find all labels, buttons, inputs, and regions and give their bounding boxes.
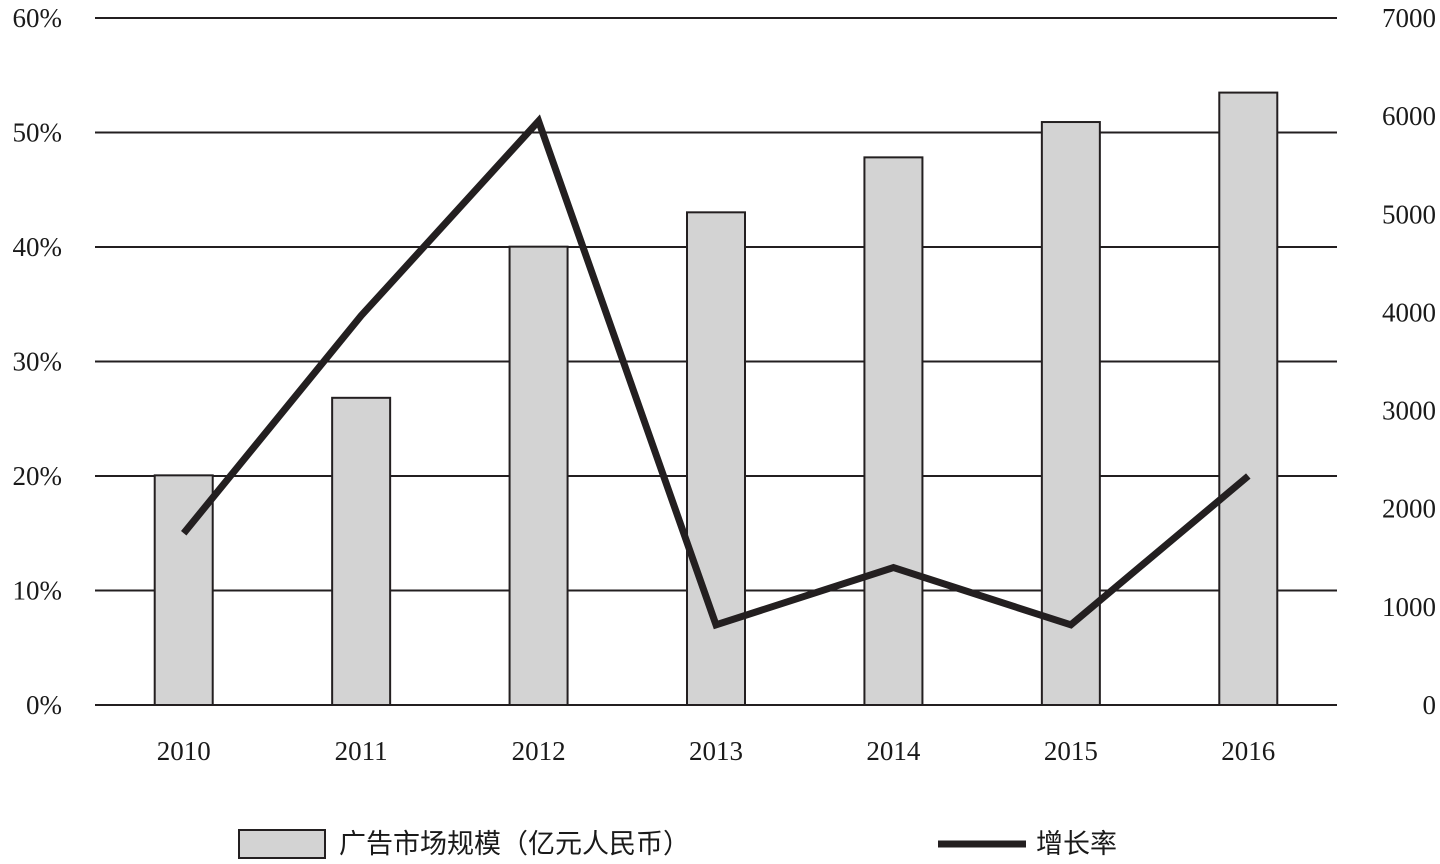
x-tick-label: 2015 xyxy=(1044,736,1098,766)
x-tick-label: 2014 xyxy=(866,736,921,766)
right-tick-label: 6000 xyxy=(1382,101,1436,131)
bar xyxy=(686,211,746,707)
legend-bar-swatch xyxy=(238,829,326,859)
bar xyxy=(508,245,569,706)
bar-series xyxy=(153,91,1279,707)
bar xyxy=(331,396,392,706)
left-tick-label: 50% xyxy=(13,118,63,148)
bar xyxy=(863,156,924,706)
x-tick-label: 2013 xyxy=(689,736,743,766)
left-tick-label: 60% xyxy=(13,3,63,33)
right-y-axis: 0 1000 2000 3000 4000 5000 6000 7000 xyxy=(1382,3,1436,720)
x-tick-label: 2016 xyxy=(1221,736,1275,766)
right-tick-label: 0 xyxy=(1423,690,1437,720)
left-tick-label: 10% xyxy=(13,576,63,606)
right-tick-label: 5000 xyxy=(1382,199,1436,229)
legend: 广告市场规模（亿元人民币） 增长率 xyxy=(238,829,1117,860)
x-tick-label: 2010 xyxy=(157,736,211,766)
right-tick-label: 3000 xyxy=(1382,396,1436,426)
left-tick-label: 0% xyxy=(26,690,62,720)
right-tick-label: 4000 xyxy=(1382,297,1436,327)
bar xyxy=(1218,91,1279,707)
right-tick-label: 1000 xyxy=(1382,592,1436,622)
growth-line-series xyxy=(181,114,1251,630)
right-tick-label: 7000 xyxy=(1382,3,1436,33)
left-tick-label: 20% xyxy=(13,461,63,491)
legend-line-label: 增长率 xyxy=(1036,829,1117,860)
x-tick-label: 2011 xyxy=(335,736,388,766)
left-tick-label: 30% xyxy=(13,347,63,377)
left-y-axis: 0% 10% 20% 30% 40% 50% 60% xyxy=(13,3,63,720)
right-tick-label: 2000 xyxy=(1382,494,1436,524)
left-tick-label: 40% xyxy=(13,232,63,262)
legend-bar-label: 广告市场规模（亿元人民币） xyxy=(339,829,690,860)
x-tick-label: 2012 xyxy=(512,736,566,766)
x-axis: 2010 2011 2012 2013 2014 2015 2016 xyxy=(157,736,1276,766)
